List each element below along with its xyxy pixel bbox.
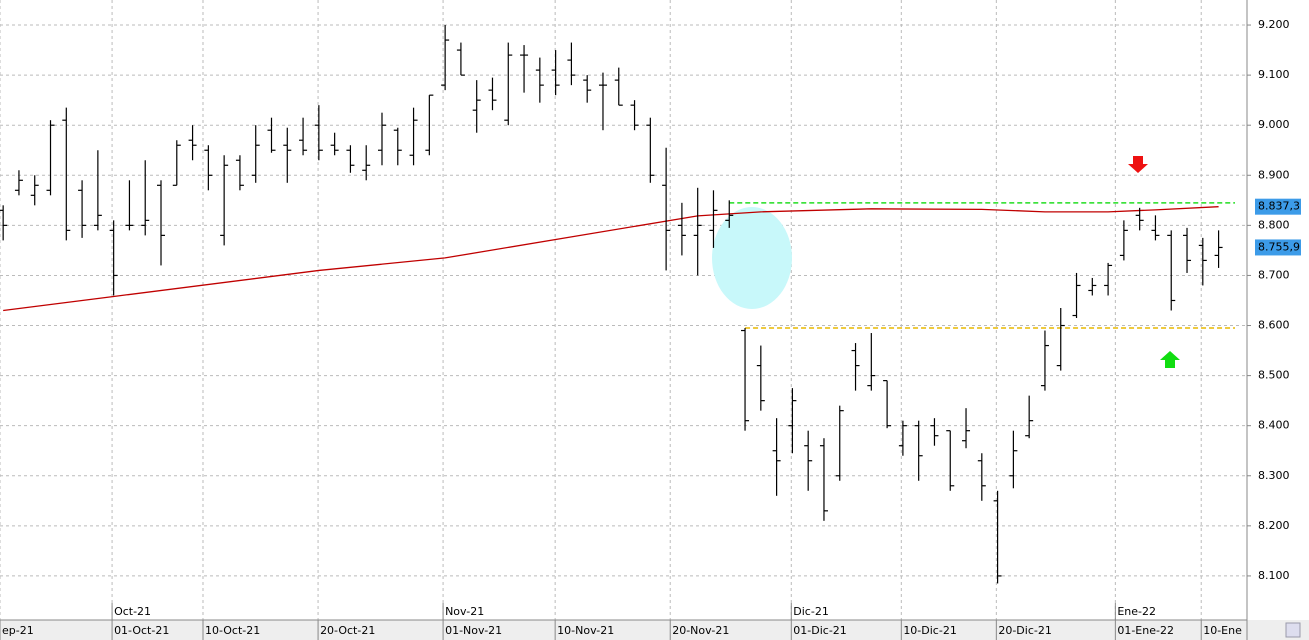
x-tick-label: 20-Dic-21	[998, 624, 1052, 637]
y-tick-label: 8.400	[1258, 419, 1290, 432]
plot	[0, 25, 1235, 584]
x-tick-label: 01-Dic-21	[793, 624, 847, 637]
y-tick-label: 8.700	[1258, 268, 1290, 281]
y-tick-label: 8.500	[1258, 369, 1290, 382]
y-tick-label: 8.800	[1258, 218, 1290, 231]
x-tick-label: 10-Oct-21	[205, 624, 260, 637]
moving-average	[3, 206, 1219, 312]
grid	[0, 0, 1247, 620]
highlight-ellipse	[712, 207, 792, 309]
price-label: 8.755,9	[1258, 240, 1300, 253]
y-tick-label: 8.200	[1258, 519, 1290, 532]
month-tick-label: Dic-21	[793, 605, 829, 618]
x-tick-label: 01-Ene-22	[1117, 624, 1174, 637]
x-tick-label: 20-Nov-21	[672, 624, 729, 637]
x-tick-label: 10-Dic-21	[903, 624, 957, 637]
corner-icon	[1285, 622, 1301, 638]
axes: 8.100 8.200 8.300 8.400 8.500 8.600 8.700 8.800…	[0, 18, 1301, 640]
y-tick-label: 9.100	[1258, 68, 1290, 81]
price-label-box	[1255, 198, 1301, 215]
x-tick-label: 01-Oct-21	[114, 624, 169, 637]
y-tick-label: 9.200	[1258, 18, 1290, 31]
y-tick-label: 8.900	[1258, 168, 1290, 181]
x-tick-label: 01-Nov-21	[445, 624, 502, 637]
y-tick-label: 8.300	[1258, 469, 1290, 482]
x-tick-label: 10-Ene	[1203, 624, 1242, 637]
x-axis-strip	[0, 620, 1309, 640]
y-tick-label: 8.600	[1258, 319, 1290, 332]
y-tick-label: 8.100	[1258, 569, 1290, 582]
up-arrow	[1160, 351, 1180, 368]
down-arrow	[1128, 156, 1148, 173]
y-tick-label: 9.000	[1258, 118, 1290, 131]
price-label-box	[1255, 239, 1301, 256]
x-tick-label: ep-21	[2, 624, 34, 637]
month-tick-label: Nov-21	[445, 605, 484, 618]
x-tick-label: 10-Nov-21	[557, 624, 614, 637]
month-tick-label: Oct-21	[114, 605, 151, 618]
month-tick-label: Ene-22	[1117, 605, 1156, 618]
price-label: 8.837,3	[1258, 200, 1300, 213]
x-tick-label: 20-Oct-21	[320, 624, 375, 637]
